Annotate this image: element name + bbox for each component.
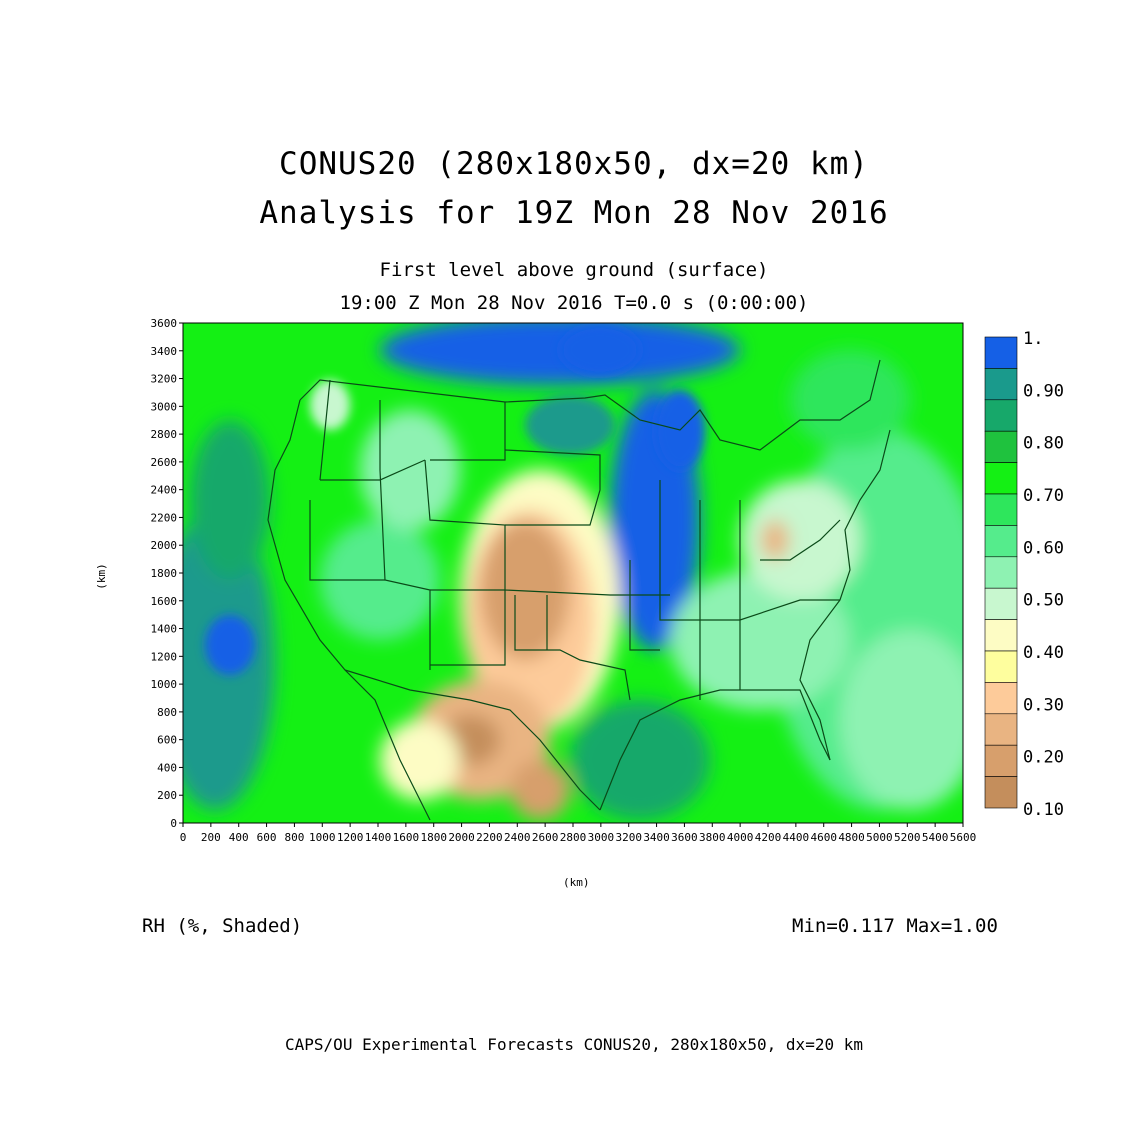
- legend-swatch: [984, 713, 1018, 746]
- y-tick-label: 2000: [151, 539, 178, 552]
- title-line-2: Analysis for 19Z Mon 28 Nov 2016: [259, 195, 889, 231]
- x-axis-label: (km): [563, 876, 590, 889]
- state-boundaries: [267, 359, 891, 821]
- x-tick-label: 2200: [476, 831, 503, 844]
- time-subtitle: 19:00 Z Mon 28 Nov 2016 T=0.0 s (0:00:00…: [339, 292, 809, 314]
- x-tick-label: 4000: [727, 831, 754, 844]
- x-tick-label: 2000: [448, 831, 475, 844]
- legend-swatch: [984, 399, 1018, 432]
- legend-swatch: [984, 619, 1018, 652]
- x-tick-label: 200: [201, 831, 221, 844]
- footer-credit: CAPS/OU Experimental Forecasts CONUS20, …: [285, 1035, 863, 1054]
- legend-label: 1.: [1023, 329, 1043, 349]
- y-tick-label: 3600: [151, 317, 178, 330]
- y-tick-label: 0: [170, 817, 177, 830]
- x-tick-label: 4400: [783, 831, 810, 844]
- x-tick-label: 2400: [504, 831, 531, 844]
- x-tick-label: 4200: [755, 831, 782, 844]
- x-tick-label: 3600: [671, 831, 698, 844]
- x-tick-label: 1800: [420, 831, 447, 844]
- x-tick-label: 1600: [393, 831, 420, 844]
- legend-label: 0.70: [1023, 486, 1064, 506]
- legend-swatch: [984, 336, 1018, 369]
- x-tick-label: 800: [284, 831, 304, 844]
- x-tick-label: 5000: [866, 831, 893, 844]
- legend-swatch: [984, 556, 1018, 589]
- y-tick-label: 2200: [151, 511, 178, 524]
- x-tick-label: 1000: [309, 831, 336, 844]
- x-tick-label: 3400: [643, 831, 670, 844]
- legend-swatch: [984, 682, 1018, 715]
- legend-swatch: [984, 744, 1018, 777]
- y-tick-label: 2600: [151, 456, 178, 469]
- y-tick-label: 1200: [151, 650, 178, 663]
- x-tick-label: 4600: [810, 831, 837, 844]
- y-tick-label: 1600: [151, 595, 178, 608]
- legend-label: 0.90: [1023, 381, 1064, 401]
- title-line-1: CONUS20 (280x180x50, dx=20 km): [279, 146, 869, 182]
- x-tick-label: 4800: [838, 831, 865, 844]
- y-tick-label: 1400: [151, 623, 178, 636]
- y-tick-label: 2800: [151, 428, 178, 441]
- legend-label: 0.60: [1023, 538, 1064, 558]
- y-tick-label: 400: [157, 761, 177, 774]
- x-tick-label: 2800: [560, 831, 587, 844]
- x-tick-label: 600: [257, 831, 277, 844]
- y-axis-ticks: 0 200 400 600 800 1000 1200 1400 1600 1800 2000 220…: [151, 317, 183, 830]
- legend-label: 0.80: [1023, 434, 1064, 454]
- x-tick-label: 5600: [950, 831, 977, 844]
- min-max-readout: Min=0.117 Max=1.00: [792, 915, 998, 937]
- x-tick-label: 3200: [615, 831, 642, 844]
- x-tick-label: 5200: [894, 831, 921, 844]
- legend-swatch: [984, 430, 1018, 463]
- legend-swatch: [984, 525, 1018, 558]
- level-subtitle: First level above ground (surface): [379, 259, 769, 281]
- x-axis-ticks: 0 200 400 600 800 1000 1200 1400 1600 1800 2000 220…: [180, 823, 977, 844]
- x-tick-label: 1200: [337, 831, 364, 844]
- legend-swatch: [984, 493, 1018, 526]
- legend-swatch: [984, 650, 1018, 683]
- legend-swatch: [984, 368, 1018, 401]
- field-label: RH (%, Shaded): [142, 915, 303, 937]
- y-tick-label: 3400: [151, 345, 178, 358]
- x-tick-label: 3800: [699, 831, 726, 844]
- y-tick-label: 2400: [151, 484, 178, 497]
- rh-shading: [183, 323, 963, 823]
- x-tick-label: 400: [229, 831, 249, 844]
- y-tick-label: 200: [157, 789, 177, 802]
- legend-swatch: [984, 462, 1018, 495]
- y-tick-label: 3000: [151, 400, 178, 413]
- x-tick-label: 5400: [922, 831, 949, 844]
- legend-swatch: [984, 776, 1018, 809]
- legend-label: 0.50: [1023, 591, 1064, 611]
- x-tick-label: 1400: [365, 831, 392, 844]
- legend-swatch: [984, 587, 1018, 620]
- legend-label: 0.30: [1023, 695, 1064, 715]
- x-tick-label: 3000: [588, 831, 615, 844]
- y-tick-label: 1000: [151, 678, 178, 691]
- y-tick-label: 3200: [151, 373, 178, 386]
- x-tick-label: 0: [180, 831, 187, 844]
- legend-label: 0.20: [1023, 748, 1064, 768]
- color-legend: 1. 0.90 0.80 0.70 0.60 0.50 0.40 0.30 0.20 0.10: [984, 329, 1064, 820]
- legend-label: 0.40: [1023, 643, 1064, 663]
- y-tick-label: 800: [157, 706, 177, 719]
- y-tick-label: 1800: [151, 567, 178, 580]
- legend-label: 0.10: [1023, 800, 1064, 820]
- x-tick-label: 2600: [532, 831, 559, 844]
- y-tick-label: 600: [157, 734, 177, 747]
